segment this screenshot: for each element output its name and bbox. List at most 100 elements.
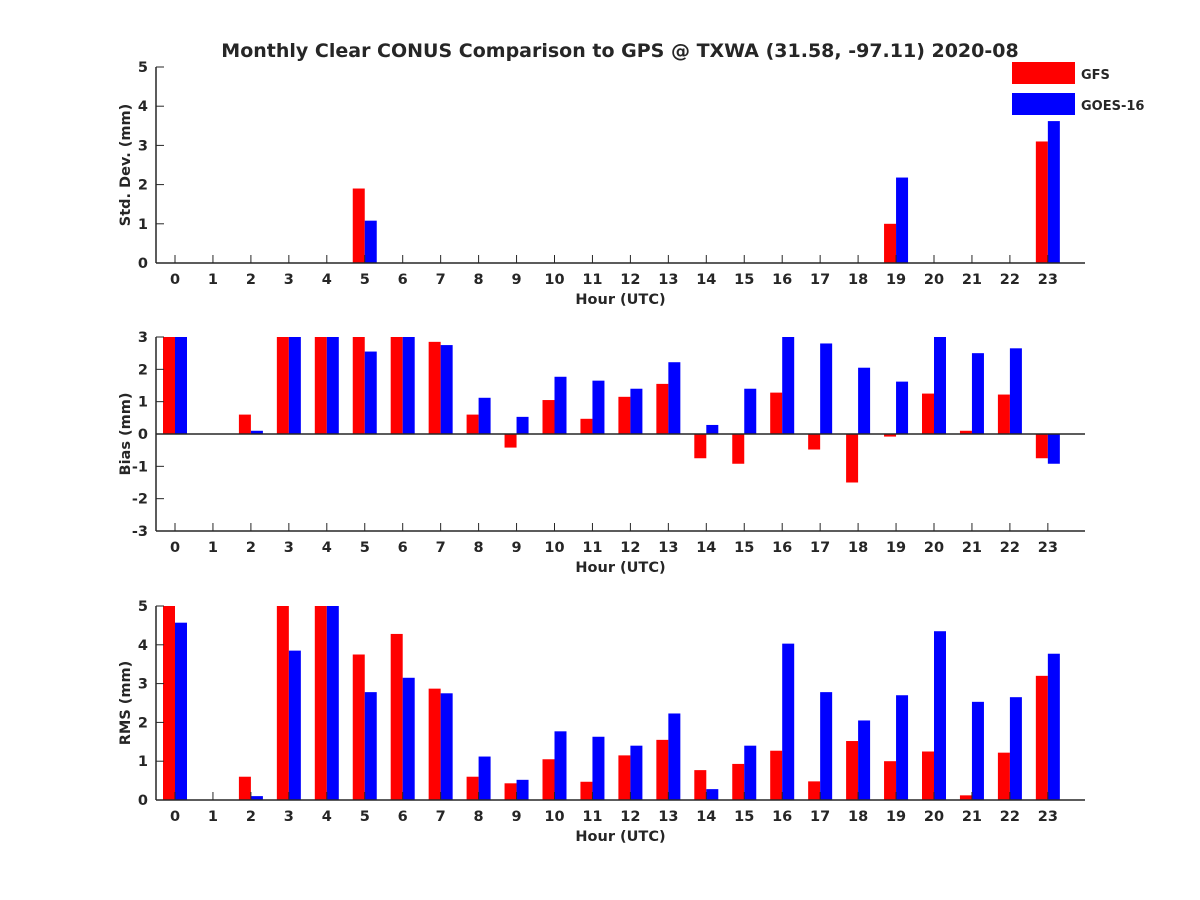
y-tick-label: 2 bbox=[138, 178, 148, 194]
bar-goes-16-hour-20 bbox=[934, 631, 946, 800]
y-axis-label: RMS (mm) bbox=[118, 661, 134, 746]
bar-goes-16-hour-11 bbox=[592, 736, 605, 800]
x-tick-label: 5 bbox=[360, 540, 370, 556]
x-tick-label: 5 bbox=[360, 272, 370, 288]
x-axis-label: Hour (UTC) bbox=[575, 829, 665, 845]
x-tick-label: 14 bbox=[696, 272, 716, 288]
x-tick-label: 13 bbox=[658, 809, 678, 825]
bar-goes-16-hour-7 bbox=[440, 345, 453, 434]
x-tick-label: 21 bbox=[962, 809, 982, 825]
bar-gfs-hour-9 bbox=[504, 783, 517, 800]
y-axis-label: Std. Dev. (mm) bbox=[118, 104, 134, 226]
bar-gfs-hour-19 bbox=[884, 761, 897, 800]
bar-gfs-hour-11 bbox=[580, 781, 593, 800]
x-tick-label: 18 bbox=[848, 272, 868, 288]
x-tick-label: 7 bbox=[436, 540, 446, 556]
bar-gfs-hour-14 bbox=[694, 434, 707, 459]
bar-gfs-hour-22 bbox=[997, 394, 1010, 434]
bar-goes-16-hour-15 bbox=[744, 388, 757, 434]
bar-gfs-hour-7 bbox=[428, 688, 441, 800]
x-tick-label: 15 bbox=[734, 809, 754, 825]
bar-gfs-hour-8 bbox=[466, 776, 479, 800]
x-tick-label: 15 bbox=[734, 540, 754, 556]
x-tick-label: 20 bbox=[924, 272, 944, 288]
y-tick-label: 2 bbox=[138, 715, 148, 731]
x-tick-label: 19 bbox=[886, 809, 906, 825]
bar-gfs-hour-16 bbox=[770, 392, 783, 434]
bar-gfs-hour-8 bbox=[466, 414, 479, 434]
y-tick-label: 5 bbox=[138, 60, 148, 76]
y-tick-label: -1 bbox=[132, 459, 148, 475]
bar-goes-16-hour-7 bbox=[440, 693, 453, 800]
bar-goes-16-hour-16 bbox=[782, 337, 795, 434]
bar-goes-16-hour-12 bbox=[630, 745, 643, 800]
x-tick-label: 3 bbox=[284, 272, 294, 288]
bar-goes-16-hour-17 bbox=[820, 343, 833, 434]
bar-gfs-hour-4 bbox=[314, 337, 327, 434]
x-tick-label: 10 bbox=[544, 540, 564, 556]
y-tick-label: 1 bbox=[138, 217, 148, 233]
y-tick-label: 1 bbox=[138, 395, 148, 411]
bar-goes-16-hour-8 bbox=[478, 397, 491, 434]
x-tick-label: 19 bbox=[886, 272, 906, 288]
x-tick-label: 23 bbox=[1038, 540, 1058, 556]
y-axis-label: Bias (mm) bbox=[118, 393, 134, 476]
legend-swatch-gfs bbox=[1012, 62, 1075, 84]
x-tick-label: 17 bbox=[810, 272, 830, 288]
x-tick-label: 16 bbox=[772, 540, 792, 556]
bar-gfs-hour-20 bbox=[922, 751, 934, 800]
bars bbox=[163, 337, 1060, 483]
x-tick-label: 21 bbox=[962, 272, 982, 288]
x-tick-label: 2 bbox=[246, 809, 256, 825]
bar-goes-16-hour-0 bbox=[175, 622, 187, 800]
bar-gfs-hour-22 bbox=[997, 752, 1010, 800]
bar-gfs-hour-19 bbox=[884, 223, 897, 263]
x-tick-label: 10 bbox=[544, 272, 564, 288]
x-tick-label: 6 bbox=[398, 809, 408, 825]
x-axis-label: Hour (UTC) bbox=[575, 560, 665, 576]
y-tick-label: 2 bbox=[138, 362, 148, 378]
bar-goes-16-hour-15 bbox=[744, 745, 757, 800]
bar-goes-16-hour-13 bbox=[668, 713, 681, 800]
x-tick-label: 9 bbox=[512, 272, 522, 288]
y-tick-label: 4 bbox=[138, 99, 148, 115]
x-tick-label: 1 bbox=[208, 809, 218, 825]
x-tick-label: 20 bbox=[924, 540, 944, 556]
bar-goes-16-hour-21 bbox=[971, 353, 984, 434]
bar-gfs-hour-5 bbox=[352, 654, 365, 800]
x-tick-label: 11 bbox=[582, 540, 602, 556]
x-tick-label: 8 bbox=[474, 809, 484, 825]
bar-gfs-hour-11 bbox=[580, 418, 593, 434]
bar-gfs-hour-2 bbox=[238, 414, 251, 434]
y-tick-label: 4 bbox=[138, 638, 148, 654]
bar-goes-16-hour-6 bbox=[402, 337, 415, 434]
bar-gfs-hour-3 bbox=[276, 337, 289, 434]
bar-gfs-hour-12 bbox=[618, 396, 631, 434]
bar-goes-16-hour-0 bbox=[175, 337, 187, 434]
x-tick-label: 4 bbox=[322, 272, 332, 288]
bar-goes-16-hour-2 bbox=[250, 796, 263, 800]
bar-gfs-hour-7 bbox=[428, 341, 441, 434]
bar-goes-16-hour-6 bbox=[402, 677, 415, 800]
bar-gfs-hour-10 bbox=[542, 759, 555, 800]
bar-goes-16-hour-18 bbox=[858, 720, 871, 800]
x-tick-label: 11 bbox=[582, 272, 602, 288]
bar-gfs-hour-6 bbox=[390, 337, 403, 434]
bar-gfs-hour-23 bbox=[1035, 675, 1048, 800]
bar-gfs-hour-5 bbox=[352, 337, 365, 434]
x-tick-label: 23 bbox=[1038, 809, 1058, 825]
x-tick-label: 12 bbox=[620, 272, 640, 288]
bar-goes-16-hour-9 bbox=[516, 779, 529, 800]
y-tick-label: 0 bbox=[138, 793, 148, 809]
x-tick-label: 0 bbox=[170, 540, 180, 556]
bar-goes-16-hour-18 bbox=[858, 367, 871, 434]
bar-goes-16-hour-5 bbox=[364, 692, 377, 800]
bar-goes-16-hour-5 bbox=[364, 220, 377, 263]
bar-gfs-hour-21 bbox=[959, 430, 972, 434]
x-tick-label: 20 bbox=[924, 809, 944, 825]
x-tick-label: 8 bbox=[474, 540, 484, 556]
x-tick-label: 16 bbox=[772, 809, 792, 825]
x-tick-label: 14 bbox=[696, 809, 716, 825]
